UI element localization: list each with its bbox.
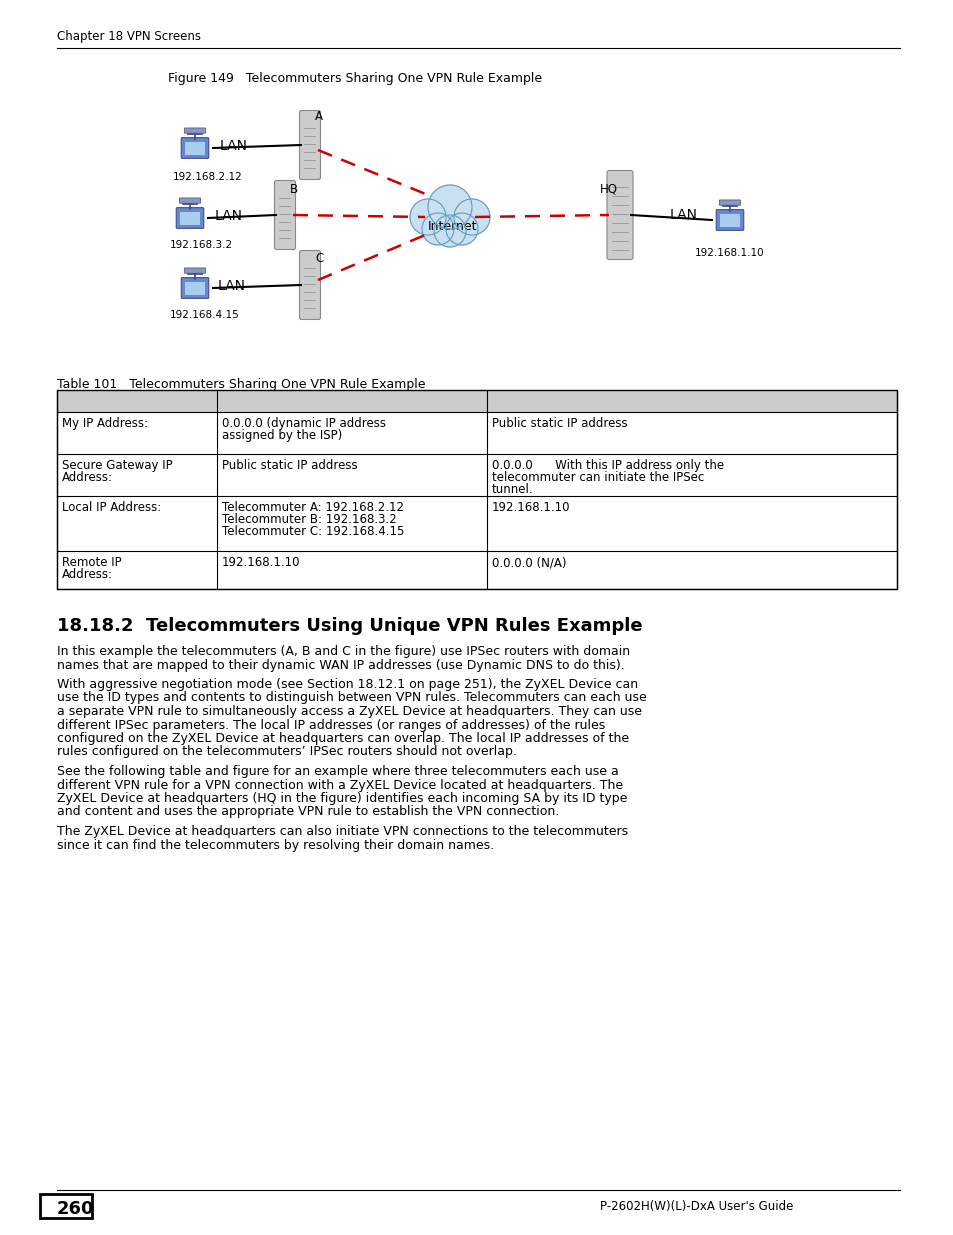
FancyBboxPatch shape (274, 180, 295, 249)
Text: In this example the telecommuters (A, B and C in the figure) use IPSec routers w: In this example the telecommuters (A, B … (57, 645, 630, 658)
FancyBboxPatch shape (184, 128, 206, 133)
FancyBboxPatch shape (719, 200, 740, 205)
Text: 192.168.2.12: 192.168.2.12 (172, 172, 242, 182)
FancyBboxPatch shape (176, 207, 204, 228)
Text: use the ID types and contents to distinguish between VPN rules. Telecommuters ca: use the ID types and contents to disting… (57, 692, 646, 704)
Text: A: A (314, 110, 323, 124)
Text: See the following table and figure for an example where three telecommuters each: See the following table and figure for a… (57, 764, 618, 778)
Text: configured on the ZyXEL Device at headquarters can overlap. The local IP address: configured on the ZyXEL Device at headqu… (57, 732, 628, 745)
Text: 0.0.0.0 (N/A): 0.0.0.0 (N/A) (492, 556, 566, 569)
Text: a separate VPN rule to simultaneously access a ZyXEL Device at headquarters. The: a separate VPN rule to simultaneously ac… (57, 705, 641, 718)
Text: Local IP Address:: Local IP Address: (62, 501, 161, 514)
Text: B: B (290, 183, 297, 196)
Circle shape (428, 185, 472, 228)
FancyBboxPatch shape (606, 170, 633, 259)
Text: since it can find the telecommuters by resolving their domain names.: since it can find the telecommuters by r… (57, 839, 494, 851)
Bar (57, 390, 896, 412)
Text: tunnel.: tunnel. (492, 483, 533, 496)
Text: LAN: LAN (218, 279, 246, 293)
Text: Chapter 18 VPN Screens: Chapter 18 VPN Screens (57, 30, 201, 43)
Text: Address:: Address: (62, 471, 112, 484)
Circle shape (434, 215, 465, 247)
Text: Telecommuter B: 192.168.3.2: Telecommuter B: 192.168.3.2 (222, 513, 396, 526)
FancyBboxPatch shape (185, 142, 205, 154)
Circle shape (410, 199, 446, 235)
Bar (57, 390, 896, 589)
Text: 192.168.1.10: 192.168.1.10 (492, 501, 570, 514)
Text: Table 101   Telecommuters Sharing One VPN Rule Example: Table 101 Telecommuters Sharing One VPN … (57, 378, 425, 391)
Text: C: C (314, 252, 323, 266)
Text: 192.168.1.10: 192.168.1.10 (695, 248, 763, 258)
Text: My IP Address:: My IP Address: (62, 417, 148, 430)
Text: Internet: Internet (428, 220, 477, 233)
Text: ZyXEL Device at headquarters (HQ in the figure) identifies each incoming SA by i: ZyXEL Device at headquarters (HQ in the … (57, 792, 627, 805)
Text: 192.168.4.15: 192.168.4.15 (170, 310, 239, 320)
Circle shape (421, 212, 454, 245)
Text: Figure 149   Telecommuters Sharing One VPN Rule Example: Figure 149 Telecommuters Sharing One VPN… (168, 72, 541, 85)
Text: 18.18.2  Telecommuters Using Unique VPN Rules Example: 18.18.2 Telecommuters Using Unique VPN R… (57, 618, 642, 635)
Text: and content and uses the appropriate VPN rule to establish the VPN connection.: and content and uses the appropriate VPN… (57, 805, 558, 819)
FancyBboxPatch shape (720, 214, 740, 227)
FancyBboxPatch shape (184, 268, 206, 273)
Text: Address:: Address: (62, 568, 112, 580)
FancyBboxPatch shape (299, 110, 320, 179)
Text: different VPN rule for a VPN connection with a ZyXEL Device located at headquart: different VPN rule for a VPN connection … (57, 778, 622, 792)
Text: LAN: LAN (220, 140, 248, 153)
FancyBboxPatch shape (179, 212, 200, 225)
Text: TELECOMMUTERS: TELECOMMUTERS (222, 396, 339, 409)
Text: Telecommuter C: 192.168.4.15: Telecommuter C: 192.168.4.15 (222, 525, 404, 538)
Circle shape (454, 199, 490, 235)
Text: assigned by the ISP): assigned by the ISP) (222, 429, 342, 442)
FancyBboxPatch shape (40, 1194, 91, 1218)
Text: 192.168.1.10: 192.168.1.10 (222, 556, 300, 569)
Text: Secure Gateway IP: Secure Gateway IP (62, 459, 172, 472)
FancyBboxPatch shape (185, 282, 205, 295)
Text: With aggressive negotiation mode (see Section 18.12.1 on page 251), the ZyXEL De: With aggressive negotiation mode (see Se… (57, 678, 638, 692)
Text: Public static IP address: Public static IP address (492, 417, 627, 430)
Text: names that are mapped to their dynamic WAN IP addresses (use Dynamic DNS to do t: names that are mapped to their dynamic W… (57, 658, 624, 672)
FancyBboxPatch shape (181, 278, 209, 299)
Text: HEADQUARTERS: HEADQUARTERS (492, 396, 598, 409)
Text: HQ: HQ (599, 183, 618, 196)
Text: P-2602H(W)(L)-DxA User's Guide: P-2602H(W)(L)-DxA User's Guide (599, 1200, 793, 1213)
Circle shape (446, 212, 477, 245)
FancyBboxPatch shape (716, 210, 743, 231)
Text: 0.0.0.0      With this IP address only the: 0.0.0.0 With this IP address only the (492, 459, 723, 472)
Text: 0.0.0.0 (dynamic IP address: 0.0.0.0 (dynamic IP address (222, 417, 386, 430)
Text: Public static IP address: Public static IP address (222, 459, 357, 472)
Text: FIELDS: FIELDS (62, 396, 108, 409)
Text: rules configured on the telecommuters’ IPSec routers should not overlap.: rules configured on the telecommuters’ I… (57, 746, 517, 758)
Text: LAN: LAN (214, 209, 243, 224)
Text: 192.168.3.2: 192.168.3.2 (170, 240, 233, 249)
Text: LAN: LAN (669, 207, 698, 222)
FancyBboxPatch shape (299, 251, 320, 320)
Text: The ZyXEL Device at headquarters can also initiate VPN connections to the teleco: The ZyXEL Device at headquarters can als… (57, 825, 627, 839)
FancyBboxPatch shape (179, 198, 200, 204)
Text: 260: 260 (57, 1200, 94, 1218)
Text: Telecommuter A: 192.168.2.12: Telecommuter A: 192.168.2.12 (222, 501, 403, 514)
Text: Remote IP: Remote IP (62, 556, 121, 569)
FancyBboxPatch shape (181, 137, 209, 158)
Text: telecommuter can initiate the IPSec: telecommuter can initiate the IPSec (492, 471, 703, 484)
Text: different IPSec parameters. The local IP addresses (or ranges of addresses) of t: different IPSec parameters. The local IP… (57, 719, 604, 731)
